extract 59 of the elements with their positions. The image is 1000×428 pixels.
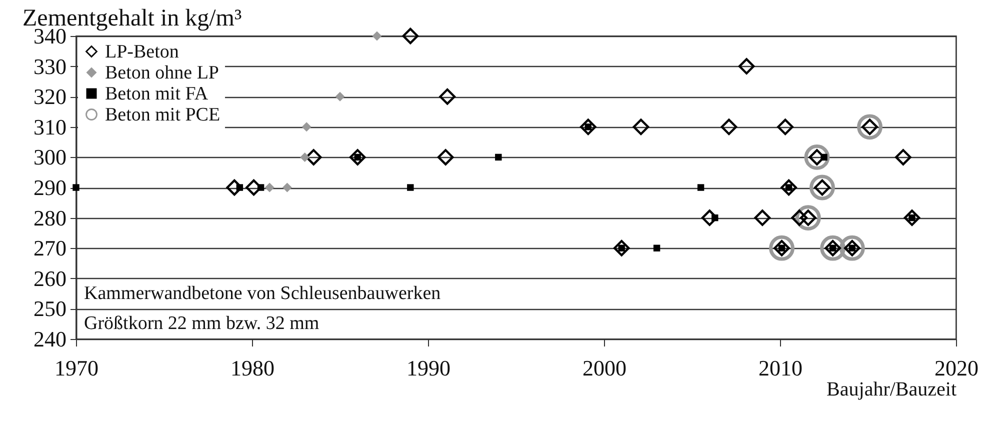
point (791, 210, 808, 226)
y-tick-label: 300 (34, 144, 66, 170)
point (302, 122, 312, 132)
point (439, 88, 456, 105)
y-tick-label: 280 (34, 205, 66, 230)
annotation: Kammerwandbetone von Schleusenbauwerken (84, 283, 442, 304)
point (653, 244, 660, 252)
y-tick-label: 320 (34, 84, 66, 110)
point (300, 152, 310, 162)
y-tick-label: 310 (34, 114, 66, 140)
point (632, 118, 650, 136)
x-tick-label: 2020 (934, 356, 978, 380)
point (820, 154, 828, 161)
y-tick-label: 260 (34, 266, 66, 291)
point (720, 118, 738, 136)
point (282, 182, 292, 192)
point (305, 149, 322, 166)
point (738, 58, 755, 74)
point (372, 31, 382, 41)
point (754, 210, 771, 226)
point (264, 182, 274, 192)
y-tick-label: 270 (34, 236, 66, 261)
point (769, 235, 794, 261)
point (72, 184, 80, 191)
point (402, 28, 419, 44)
point (839, 235, 865, 261)
x-tick-label: 2000 (582, 356, 626, 380)
point (407, 184, 414, 191)
legend-label: Beton ohne LP (105, 62, 219, 84)
point (895, 149, 912, 166)
x-axis-title: Baujahr/Bauzeit (826, 378, 957, 400)
legend-label: LP-Beton (105, 42, 180, 62)
point (820, 235, 846, 261)
y-tick-label: 330 (34, 54, 66, 79)
point (236, 184, 244, 191)
legend-label: Beton mit FA (105, 84, 208, 104)
point (712, 214, 718, 222)
point (437, 149, 454, 166)
point (701, 210, 718, 226)
point (335, 92, 345, 102)
x-tick-label: 1990 (406, 356, 450, 380)
point (804, 144, 830, 170)
y-tick-label: 290 (34, 175, 66, 200)
point (777, 118, 794, 136)
x-tick-label: 1970 (54, 356, 98, 380)
x-tick-label: 2010 (758, 356, 802, 380)
point (257, 184, 264, 191)
y-tick-label: 240 (34, 326, 66, 352)
y-tick-label: 250 (34, 296, 66, 322)
annotation: Größtkorn 22 mm bzw. 32 mm (84, 313, 320, 334)
point (857, 114, 882, 140)
point (495, 154, 502, 161)
legend-label: Beton mit PCE (105, 104, 220, 126)
point (580, 118, 596, 136)
y-axis-title: Zementgehalt in kg/m³ (22, 6, 242, 32)
point (810, 174, 835, 200)
point (780, 179, 797, 196)
x-tick-label: 1980 (230, 356, 274, 380)
point (697, 184, 704, 191)
